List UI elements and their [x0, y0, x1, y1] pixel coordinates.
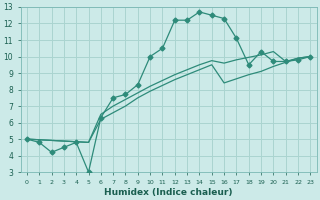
X-axis label: Humidex (Indice chaleur): Humidex (Indice chaleur)	[104, 188, 233, 197]
